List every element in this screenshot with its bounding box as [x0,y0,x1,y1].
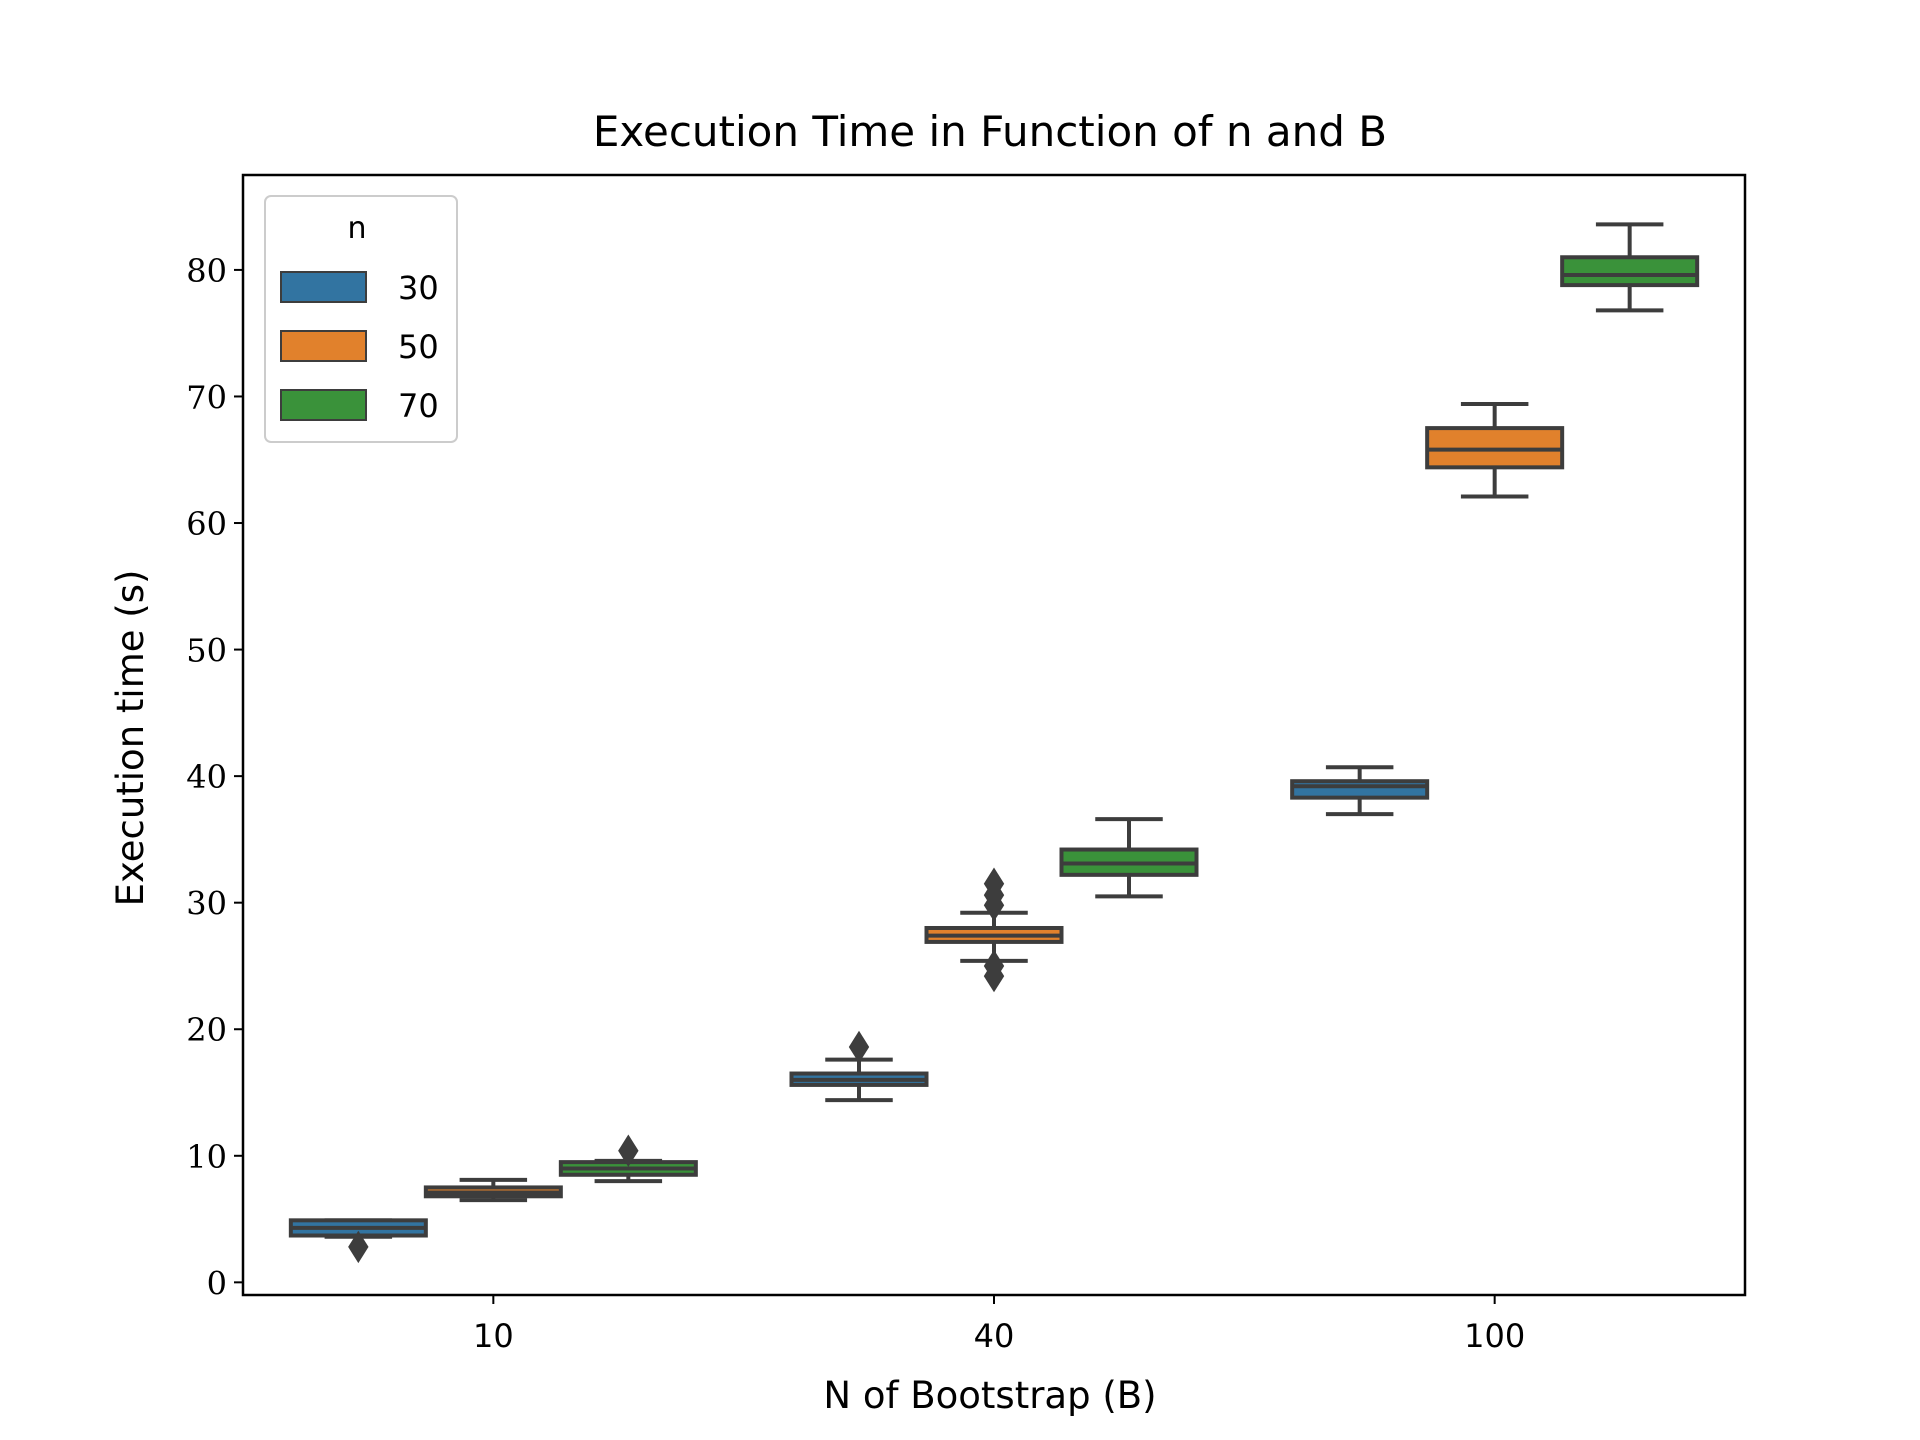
legend-swatch-30 [280,271,367,303]
x-tick-label: 100 [1464,1317,1525,1355]
y-tick-label: 80 [186,252,227,290]
legend-label-70: 70 [398,387,439,425]
y-tick-label: 70 [186,378,227,416]
chart-title: Execution Time in Function of n and B [593,107,1387,156]
box-group-70-10 [558,1134,698,1184]
x-tick-label: 40 [974,1317,1015,1355]
y-tick-label: 30 [186,885,227,923]
y-tick-label: 0 [207,1264,227,1302]
y-axis-label: Execution time (s) [109,570,152,907]
outlier-point [618,1134,639,1167]
outlier-point [983,949,1005,983]
box-group-50-10 [423,1177,563,1203]
y-tick-label: 40 [186,758,227,796]
y-tick-label: 60 [186,505,227,543]
outlier-point [848,1030,870,1064]
plot-area [288,222,1700,1264]
box-iqr [1290,779,1430,800]
outlier-point [983,867,1005,900]
legend-title: n [347,211,366,246]
box-group-30-10 [288,1218,428,1264]
box-group-50-40 [924,867,1064,993]
y-tick-label: 10 [186,1138,227,1176]
box-group-50-100 [1425,402,1565,499]
box-group-70-40 [1059,817,1199,899]
x-axis-label: N of Bootstrap (B) [823,1374,1156,1417]
box-iqr [1560,255,1700,288]
legend-label-30: 30 [398,269,439,307]
legend-label-50: 50 [398,328,439,366]
legend: n 30 50 70 [264,195,458,443]
box-group-70-100 [1560,222,1700,313]
box-group-30-40 [789,1030,929,1103]
legend-frame [264,195,458,443]
x-tick-label: 10 [473,1317,514,1355]
y-tick-label: 50 [186,632,227,670]
box-group-30-100 [1290,765,1430,817]
legend-swatch-70 [280,389,367,421]
legend-swatch-50 [280,330,367,362]
y-tick-label: 20 [186,1011,227,1049]
outlier-point [348,1230,369,1264]
